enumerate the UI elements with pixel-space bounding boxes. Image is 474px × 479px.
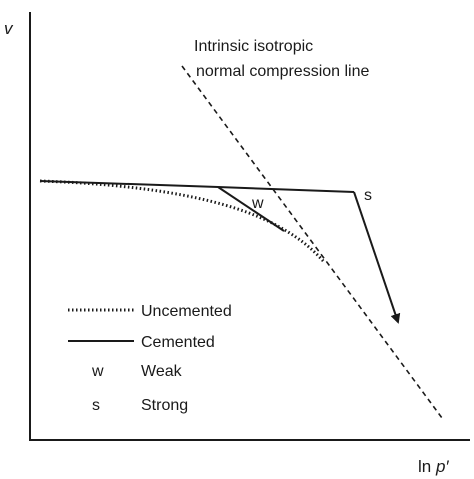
legend: Uncemented Cemented w Weak s Strong (68, 303, 232, 414)
x-axis-label: ln p′ (418, 457, 449, 476)
strong-cemented-plateau (217, 186, 355, 193)
ncl-annotation-line1: Intrinsic isotropic (194, 38, 313, 55)
uncemented-curve (39, 179, 326, 263)
intrinsic-ncl-line (181, 65, 443, 419)
weak-curve-label: w (251, 195, 264, 212)
legend-strong-key: s (92, 397, 100, 414)
x-axis-label-variable: p′ (435, 457, 449, 476)
legend-weak-label: Weak (141, 363, 183, 380)
cemented-initial-path (39, 180, 219, 188)
legend-uncemented-label: Uncemented (141, 303, 232, 320)
strong-curve-label: s (364, 187, 372, 204)
y-axis-label: v (4, 19, 14, 38)
ncl-annotation-line2: normal compression line (196, 63, 370, 80)
strong-cemented-drop-arrow (353, 191, 401, 324)
legend-strong-label: Strong (141, 397, 188, 414)
x-axis-label-prefix: ln (418, 457, 436, 476)
legend-cemented-label: Cemented (141, 334, 215, 351)
legend-weak-key: w (91, 363, 104, 380)
weak-cemented-branch (217, 186, 285, 232)
